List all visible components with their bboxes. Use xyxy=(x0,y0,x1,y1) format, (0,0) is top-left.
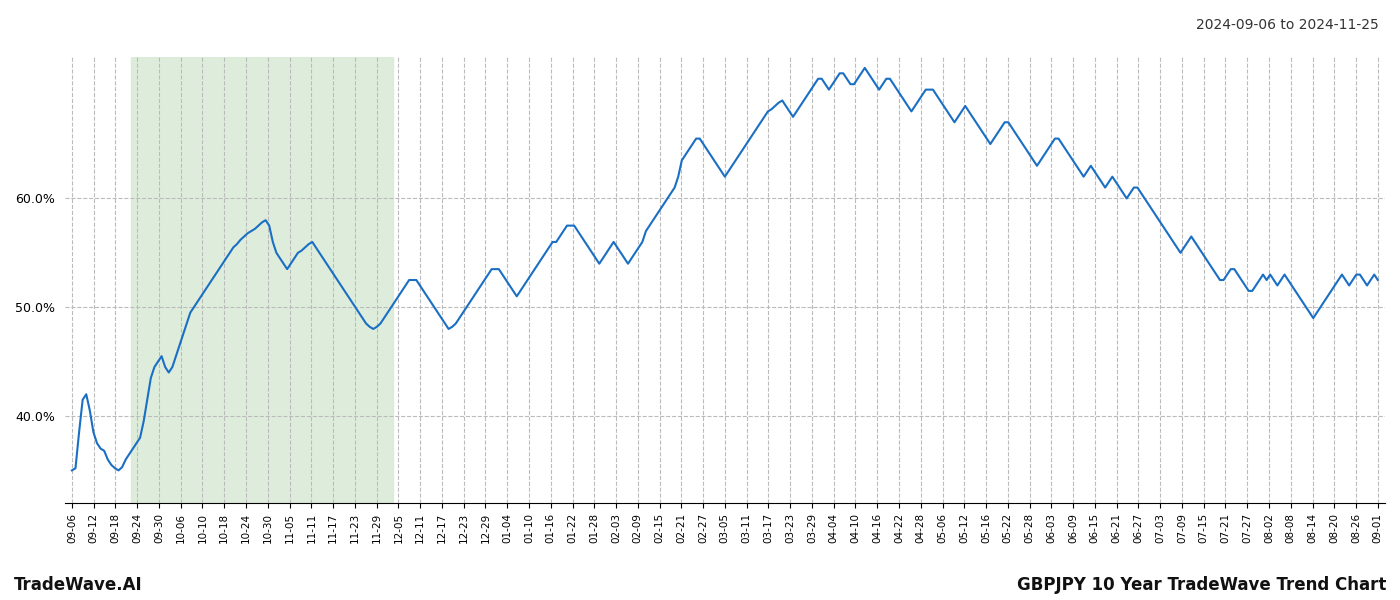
Bar xyxy=(130,57,393,503)
Text: GBPJPY 10 Year TradeWave Trend Chart: GBPJPY 10 Year TradeWave Trend Chart xyxy=(1016,576,1386,594)
Text: TradeWave.AI: TradeWave.AI xyxy=(14,576,143,594)
Text: 2024-09-06 to 2024-11-25: 2024-09-06 to 2024-11-25 xyxy=(1196,18,1379,32)
